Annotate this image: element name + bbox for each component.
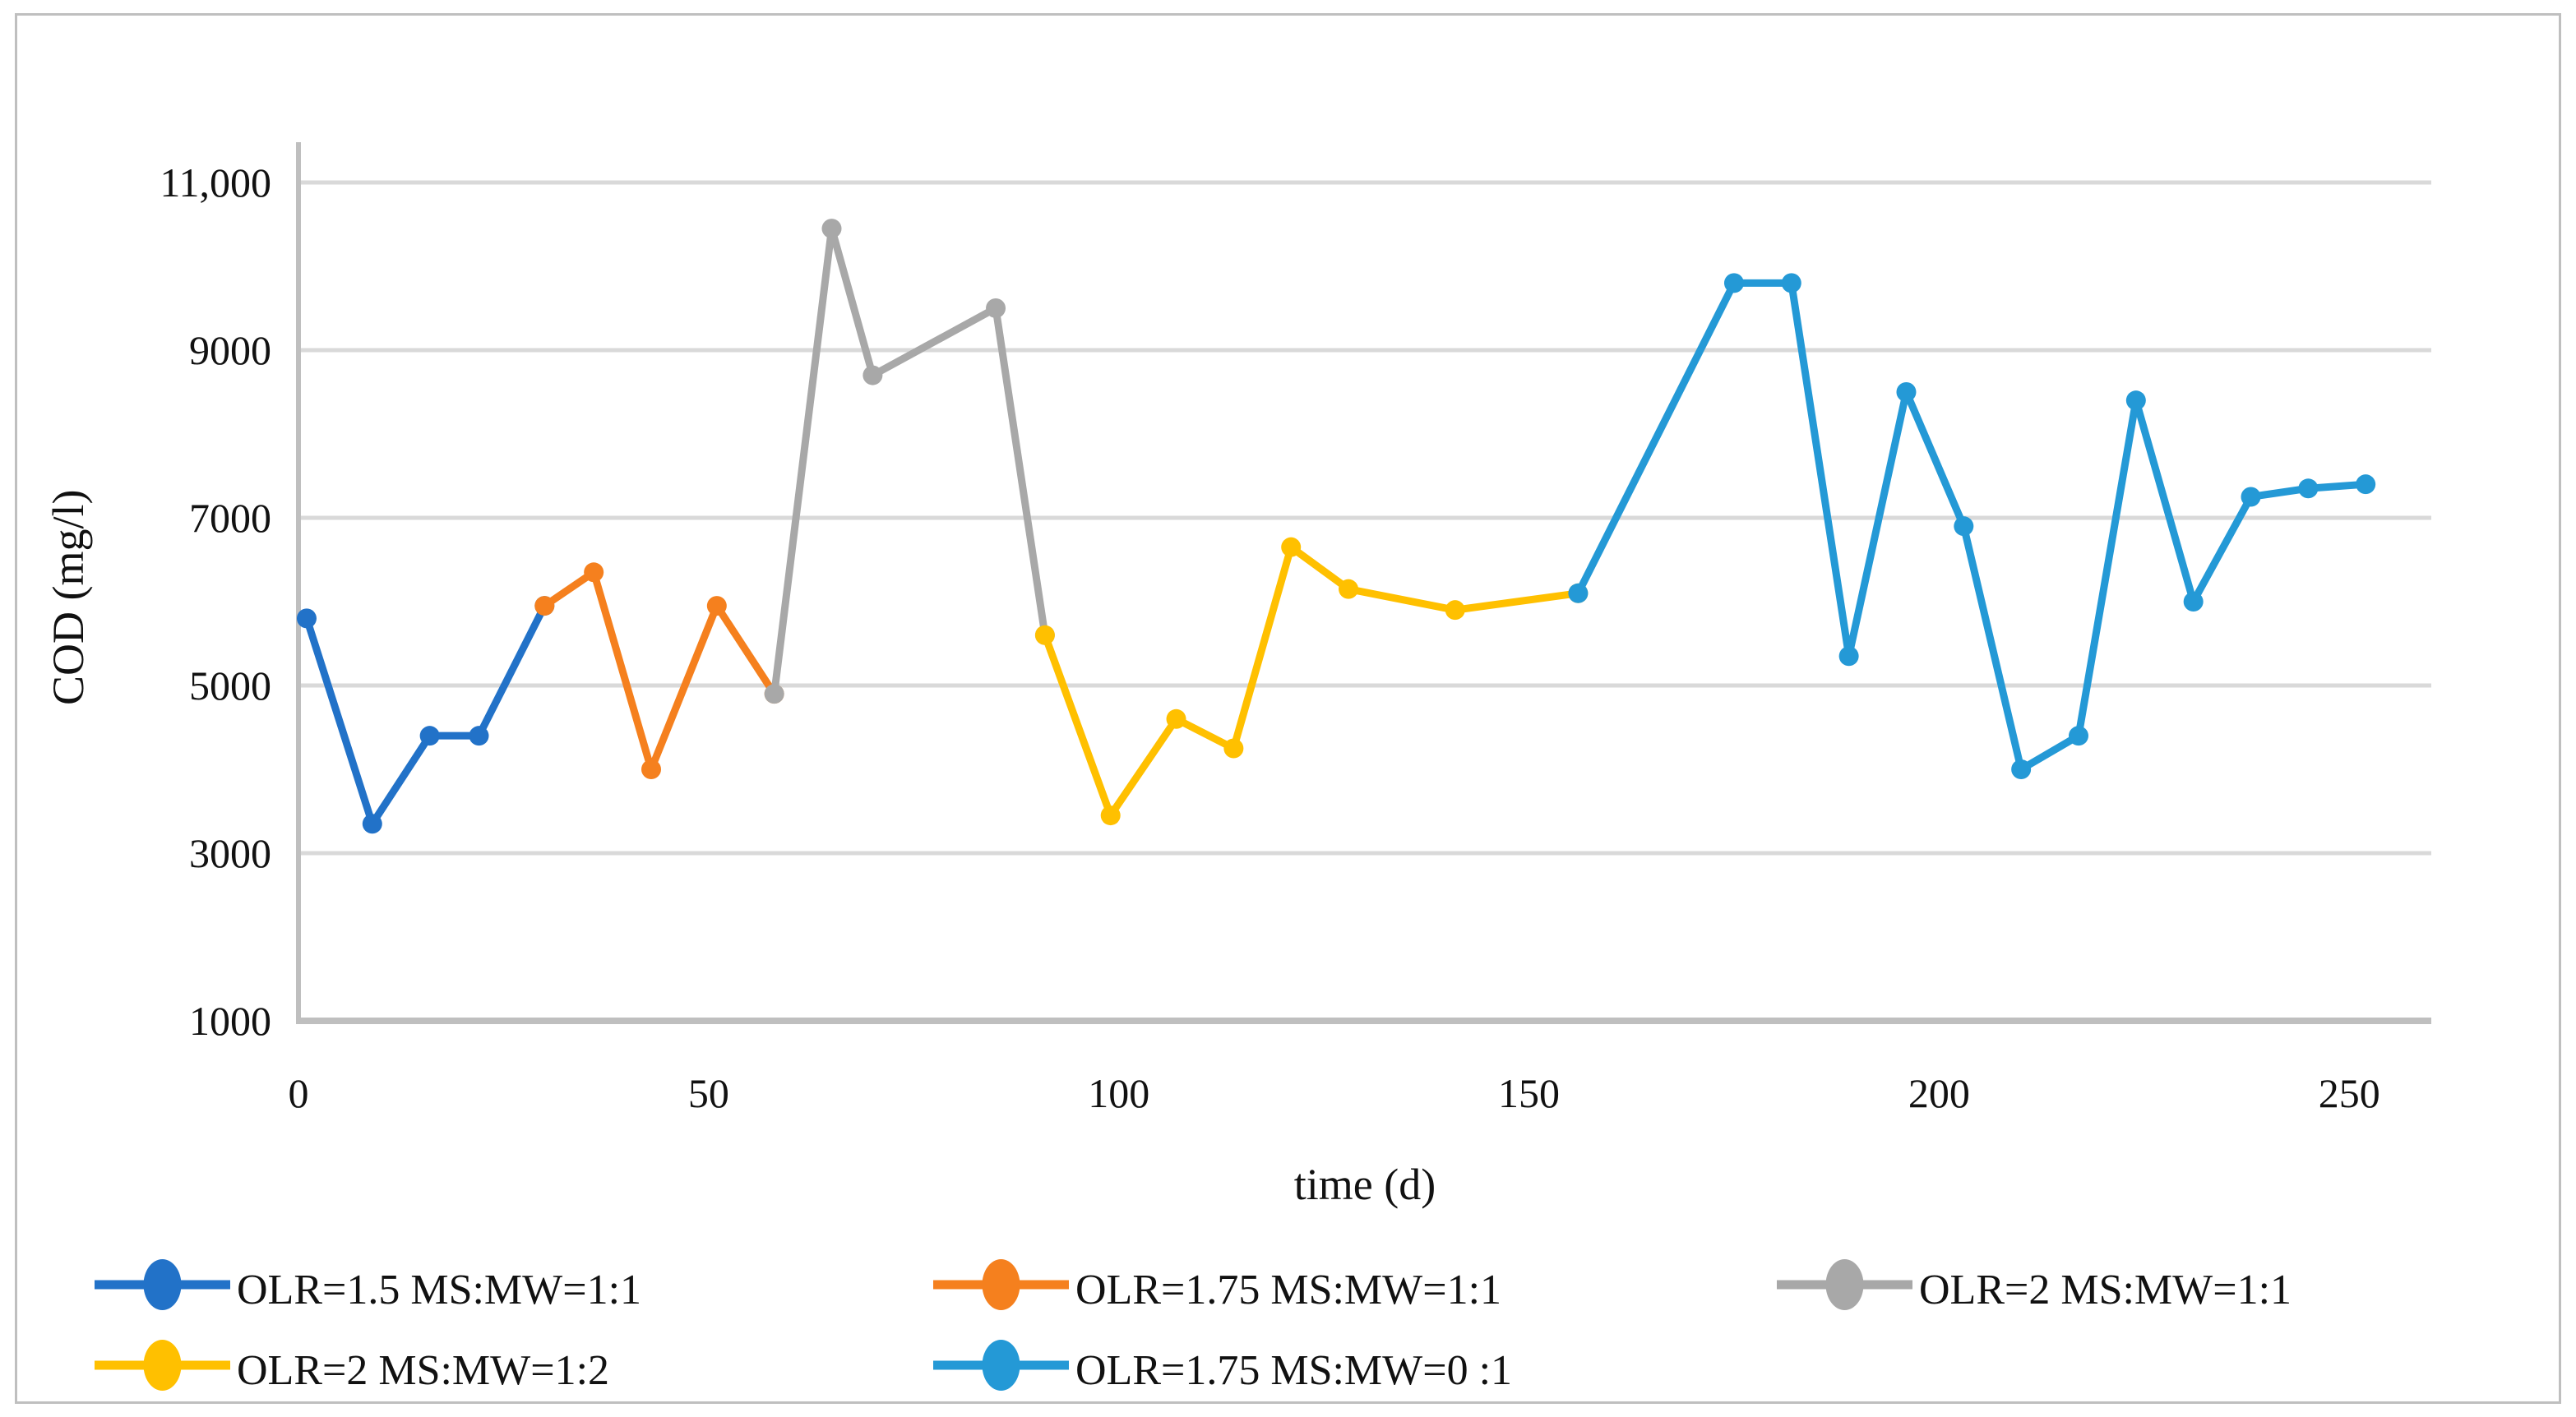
legend-label: OLR=2 MS:MW=1:1	[1919, 1267, 2292, 1313]
data-point-marker	[1838, 646, 1859, 667]
x-tick-label-0: 0	[288, 1070, 309, 1116]
series-olr-2-ms-mw-1-2	[1034, 537, 1589, 826]
y-tick-label-11000: 11,000	[160, 159, 271, 205]
legend-label: OLR=1.75 MS:MW=1:1	[1075, 1267, 1502, 1313]
data-point-marker	[1568, 583, 1589, 603]
series-olr-2-ms-mw-1-1	[764, 219, 1055, 704]
legend-marker-icon	[95, 1256, 230, 1324]
data-point-marker	[2125, 390, 2146, 411]
data-point-marker	[1223, 738, 1244, 759]
data-point-marker	[641, 759, 662, 779]
data-point-marker	[1445, 600, 1465, 621]
data-point-marker	[419, 726, 440, 746]
data-point-marker	[821, 219, 842, 239]
data-point-marker	[1339, 579, 1359, 599]
data-point-marker	[2183, 591, 2204, 612]
data-point-marker	[584, 562, 604, 583]
series-olr-1-5-ms-mw-1-1	[296, 596, 555, 834]
data-point-marker	[1100, 805, 1121, 826]
series-line	[1041, 543, 1582, 819]
legend-marker-icon	[1777, 1256, 1912, 1324]
data-point-marker	[863, 365, 883, 385]
data-point-marker	[469, 726, 489, 746]
data-point-marker	[1034, 625, 1055, 645]
data-point-marker	[296, 608, 317, 629]
legend-item-olr-1-75-ms-mw-0-1[interactable]: OLR=1.75 MS:MW=0 :1	[933, 1336, 1512, 1405]
series-olr-1-75-ms-mw-1-1	[534, 562, 784, 779]
x-tick-label-150: 150	[1498, 1070, 1561, 1116]
y-tick-label-7000: 7000	[189, 494, 271, 541]
series-line	[770, 224, 1049, 698]
data-point-marker	[2298, 478, 2319, 499]
x-tick-label-250: 250	[2318, 1070, 2380, 1116]
data-point-marker	[1281, 537, 1302, 557]
data-point-marker	[986, 298, 1006, 318]
legend-label: OLR=1.75 MS:MW=0 :1	[1075, 1347, 1513, 1394]
data-point-marker	[2356, 474, 2376, 495]
x-axis-title: time (d)	[1293, 1160, 1436, 1209]
x-tick-label-100: 100	[1088, 1070, 1150, 1116]
data-point-marker	[1166, 708, 1186, 729]
data-point-marker	[764, 684, 784, 704]
series-olr-1-75-ms-mw-0-1	[1568, 273, 2376, 779]
legend-item-olr-2-ms-mw-1-1[interactable]: OLR=2 MS:MW=1:1	[1777, 1256, 2292, 1324]
legend-marker-icon	[95, 1336, 230, 1405]
data-point-marker	[362, 814, 382, 834]
x-tick-label-200: 200	[1908, 1070, 1970, 1116]
data-point-marker	[2011, 759, 2032, 779]
legend-item-olr-1-5-ms-mw-1-1[interactable]: OLR=1.5 MS:MW=1:1	[95, 1256, 641, 1324]
y-tick-label-1000: 1000	[189, 998, 271, 1044]
figure-border	[15, 13, 2561, 1404]
y-tick-label-3000: 3000	[189, 829, 271, 876]
data-point-marker	[2241, 487, 2261, 507]
data-point-marker	[1896, 381, 1917, 402]
y-tick-label-5000: 5000	[189, 662, 271, 708]
x-tick-label-50: 50	[687, 1070, 729, 1116]
data-point-marker	[1723, 273, 1744, 293]
legend-marker-icon	[933, 1336, 1069, 1405]
legend-item-olr-1-75-ms-mw-1-1[interactable]: OLR=1.75 MS:MW=1:1	[933, 1256, 1501, 1324]
series-line	[303, 602, 548, 828]
data-point-marker	[534, 596, 555, 616]
y-tick-label-9000: 9000	[189, 326, 271, 373]
legend-label: OLR=2 MS:MW=1:2	[237, 1347, 610, 1394]
legend-marker-icon	[933, 1256, 1069, 1324]
series-line	[540, 568, 779, 773]
data-point-marker	[2068, 726, 2088, 746]
legend-label: OLR=1.5 MS:MW=1:1	[237, 1267, 642, 1313]
data-point-marker	[1954, 516, 1974, 537]
legend-item-olr-2-ms-mw-1-2[interactable]: OLR=2 MS:MW=1:2	[95, 1336, 609, 1405]
data-point-marker	[706, 596, 727, 616]
data-point-marker	[1781, 273, 1801, 293]
